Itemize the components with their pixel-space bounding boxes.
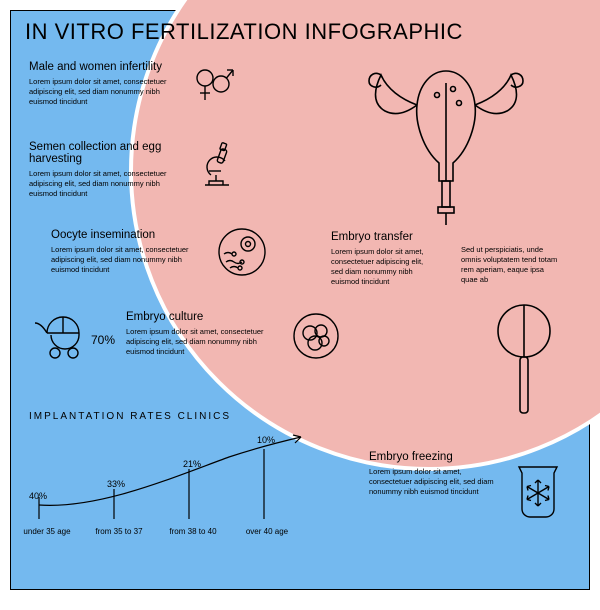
rate-label-1: from 35 to 37: [89, 527, 149, 536]
oocyte-icon: [216, 226, 268, 278]
rate-label-0: under 35 age: [17, 527, 77, 536]
rate-val-1: 33%: [107, 479, 125, 489]
heading-infertility: Male and women infertility: [29, 61, 174, 73]
heading-culture: Embryo culture: [126, 311, 271, 323]
section-collection: Semen collection and egg harvesting Lore…: [29, 141, 174, 199]
stroller-percent: 70%: [91, 333, 115, 347]
section-freezing: Embryo freezing Lorem ipsum dolor sit am…: [369, 451, 499, 497]
stroller-icon: [33, 309, 89, 361]
body-transfer-2: Sed ut perspiciatis, unde omnis voluptat…: [461, 245, 561, 286]
rate-label-2: from 38 to 40: [163, 527, 223, 536]
section-culture: Embryo culture Lorem ipsum dolor sit ame…: [126, 311, 271, 357]
heading-insemination: Oocyte insemination: [51, 229, 196, 241]
rate-val-3: 10%: [257, 435, 275, 445]
main-title: IN VITRO FERTILIZATION INFOGRAPHIC: [25, 19, 463, 45]
embryo-ring-icon: [489, 301, 559, 421]
body-freezing: Lorem ipsum dolor sit amet, consectetuer…: [369, 467, 499, 497]
rate-val-2: 21%: [183, 459, 201, 469]
rate-val-0: 40%: [29, 491, 47, 501]
cryo-beaker-icon: [511, 461, 565, 521]
heading-freezing: Embryo freezing: [369, 451, 499, 463]
gender-symbols-icon: [191, 56, 235, 106]
body-insemination: Lorem ipsum dolor sit amet, consectetuer…: [51, 245, 196, 275]
body-collection: Lorem ipsum dolor sit amet, consectetuer…: [29, 169, 174, 199]
section-infertility: Male and women infertility Lorem ipsum d…: [29, 61, 174, 107]
uterus-icon: [341, 53, 551, 228]
heading-collection: Semen collection and egg harvesting: [29, 141, 174, 165]
body-culture: Lorem ipsum dolor sit amet, consectetuer…: [126, 327, 271, 357]
microscope-icon: [191, 139, 239, 191]
infographic-frame: IN VITRO FERTILIZATION INFOGRAPHIC Male …: [10, 10, 590, 590]
heading-transfer: Embryo transfer: [331, 231, 431, 243]
body-infertility: Lorem ipsum dolor sit amet, consectetuer…: [29, 77, 174, 107]
section-transfer-2: Sed ut perspiciatis, unde omnis voluptat…: [461, 231, 561, 286]
rate-label-3: over 40 age: [237, 527, 297, 536]
section-insemination: Oocyte insemination Lorem ipsum dolor si…: [51, 229, 196, 275]
section-transfer: Embryo transfer Lorem ipsum dolor sit am…: [331, 231, 431, 288]
body-transfer: Lorem ipsum dolor sit amet, consectetuer…: [331, 247, 431, 288]
embryo-culture-icon: [291, 311, 341, 361]
rates-chart: [29, 419, 329, 539]
